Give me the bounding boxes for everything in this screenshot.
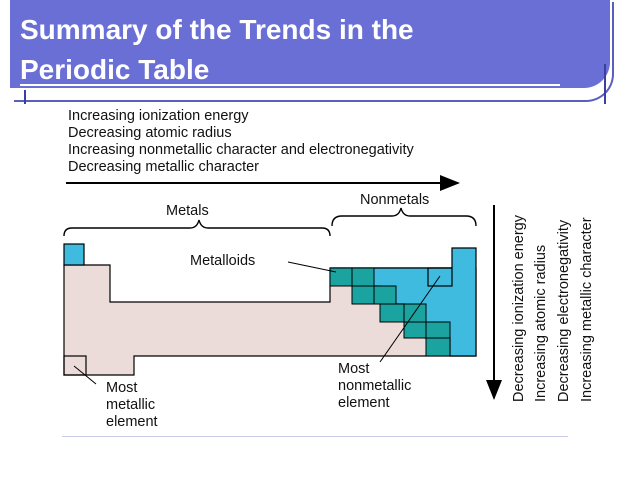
most-metallic-label: Most metallic element xyxy=(106,380,158,431)
title-frame xyxy=(14,2,614,102)
most-metallic-cell xyxy=(63,355,87,376)
trend-ionization: Increasing ionization energy xyxy=(68,108,249,124)
right-rule xyxy=(604,64,606,104)
left-rule xyxy=(24,90,26,104)
nonmetals-brace xyxy=(331,207,477,227)
most-nonmetallic-label: Most nonmetallic element xyxy=(338,361,411,412)
most-metallic-line1: Most xyxy=(106,380,138,396)
metallic-leader xyxy=(73,365,97,385)
most-metallic-line3: element xyxy=(106,414,158,430)
title-line-2: Periodic Table xyxy=(20,54,210,85)
most-nonmetallic-line3: element xyxy=(338,395,390,411)
metals-label: Metals xyxy=(166,203,209,219)
hydrogen-cell xyxy=(63,243,85,266)
horizontal-trends: Increasing ionization energy Decreasing … xyxy=(68,108,414,176)
trend-radius: Decreasing atomic radius xyxy=(68,125,232,141)
most-nonmetallic-cell xyxy=(427,267,453,287)
most-nonmetallic-line1: Most xyxy=(338,361,370,377)
title-line-1: Summary of the Trends in the xyxy=(20,14,414,45)
nonmetallic-leader xyxy=(379,275,441,363)
slide-title: Summary of the Trends in the Periodic Ta… xyxy=(20,10,540,90)
most-nonmetallic-line2: nonmetallic xyxy=(338,378,412,394)
trend-nonmetallic: Increasing nonmetallic character and ele… xyxy=(68,142,414,158)
metalloid-cells xyxy=(329,267,451,357)
metalloids-leader xyxy=(287,261,337,273)
vtrend-ionization: Decreasing ionization energy xyxy=(511,215,527,402)
trend-metallic: Decreasing metallic character xyxy=(68,159,259,175)
metalloids-label: Metalloids xyxy=(190,253,256,269)
title-bar xyxy=(10,0,610,88)
bottom-divider xyxy=(62,436,568,437)
metals-brace xyxy=(63,219,331,237)
vtrend-electronegativity: Decreasing electronegativity xyxy=(556,219,572,402)
nonmetals-label: Nonmetals xyxy=(360,192,430,208)
title-underline xyxy=(20,84,560,86)
vtrend-metallic: Increasing metallic character xyxy=(579,217,595,402)
vtrend-radius: Increasing atomic radius xyxy=(533,244,549,402)
most-metallic-line2: metallic xyxy=(106,397,156,413)
